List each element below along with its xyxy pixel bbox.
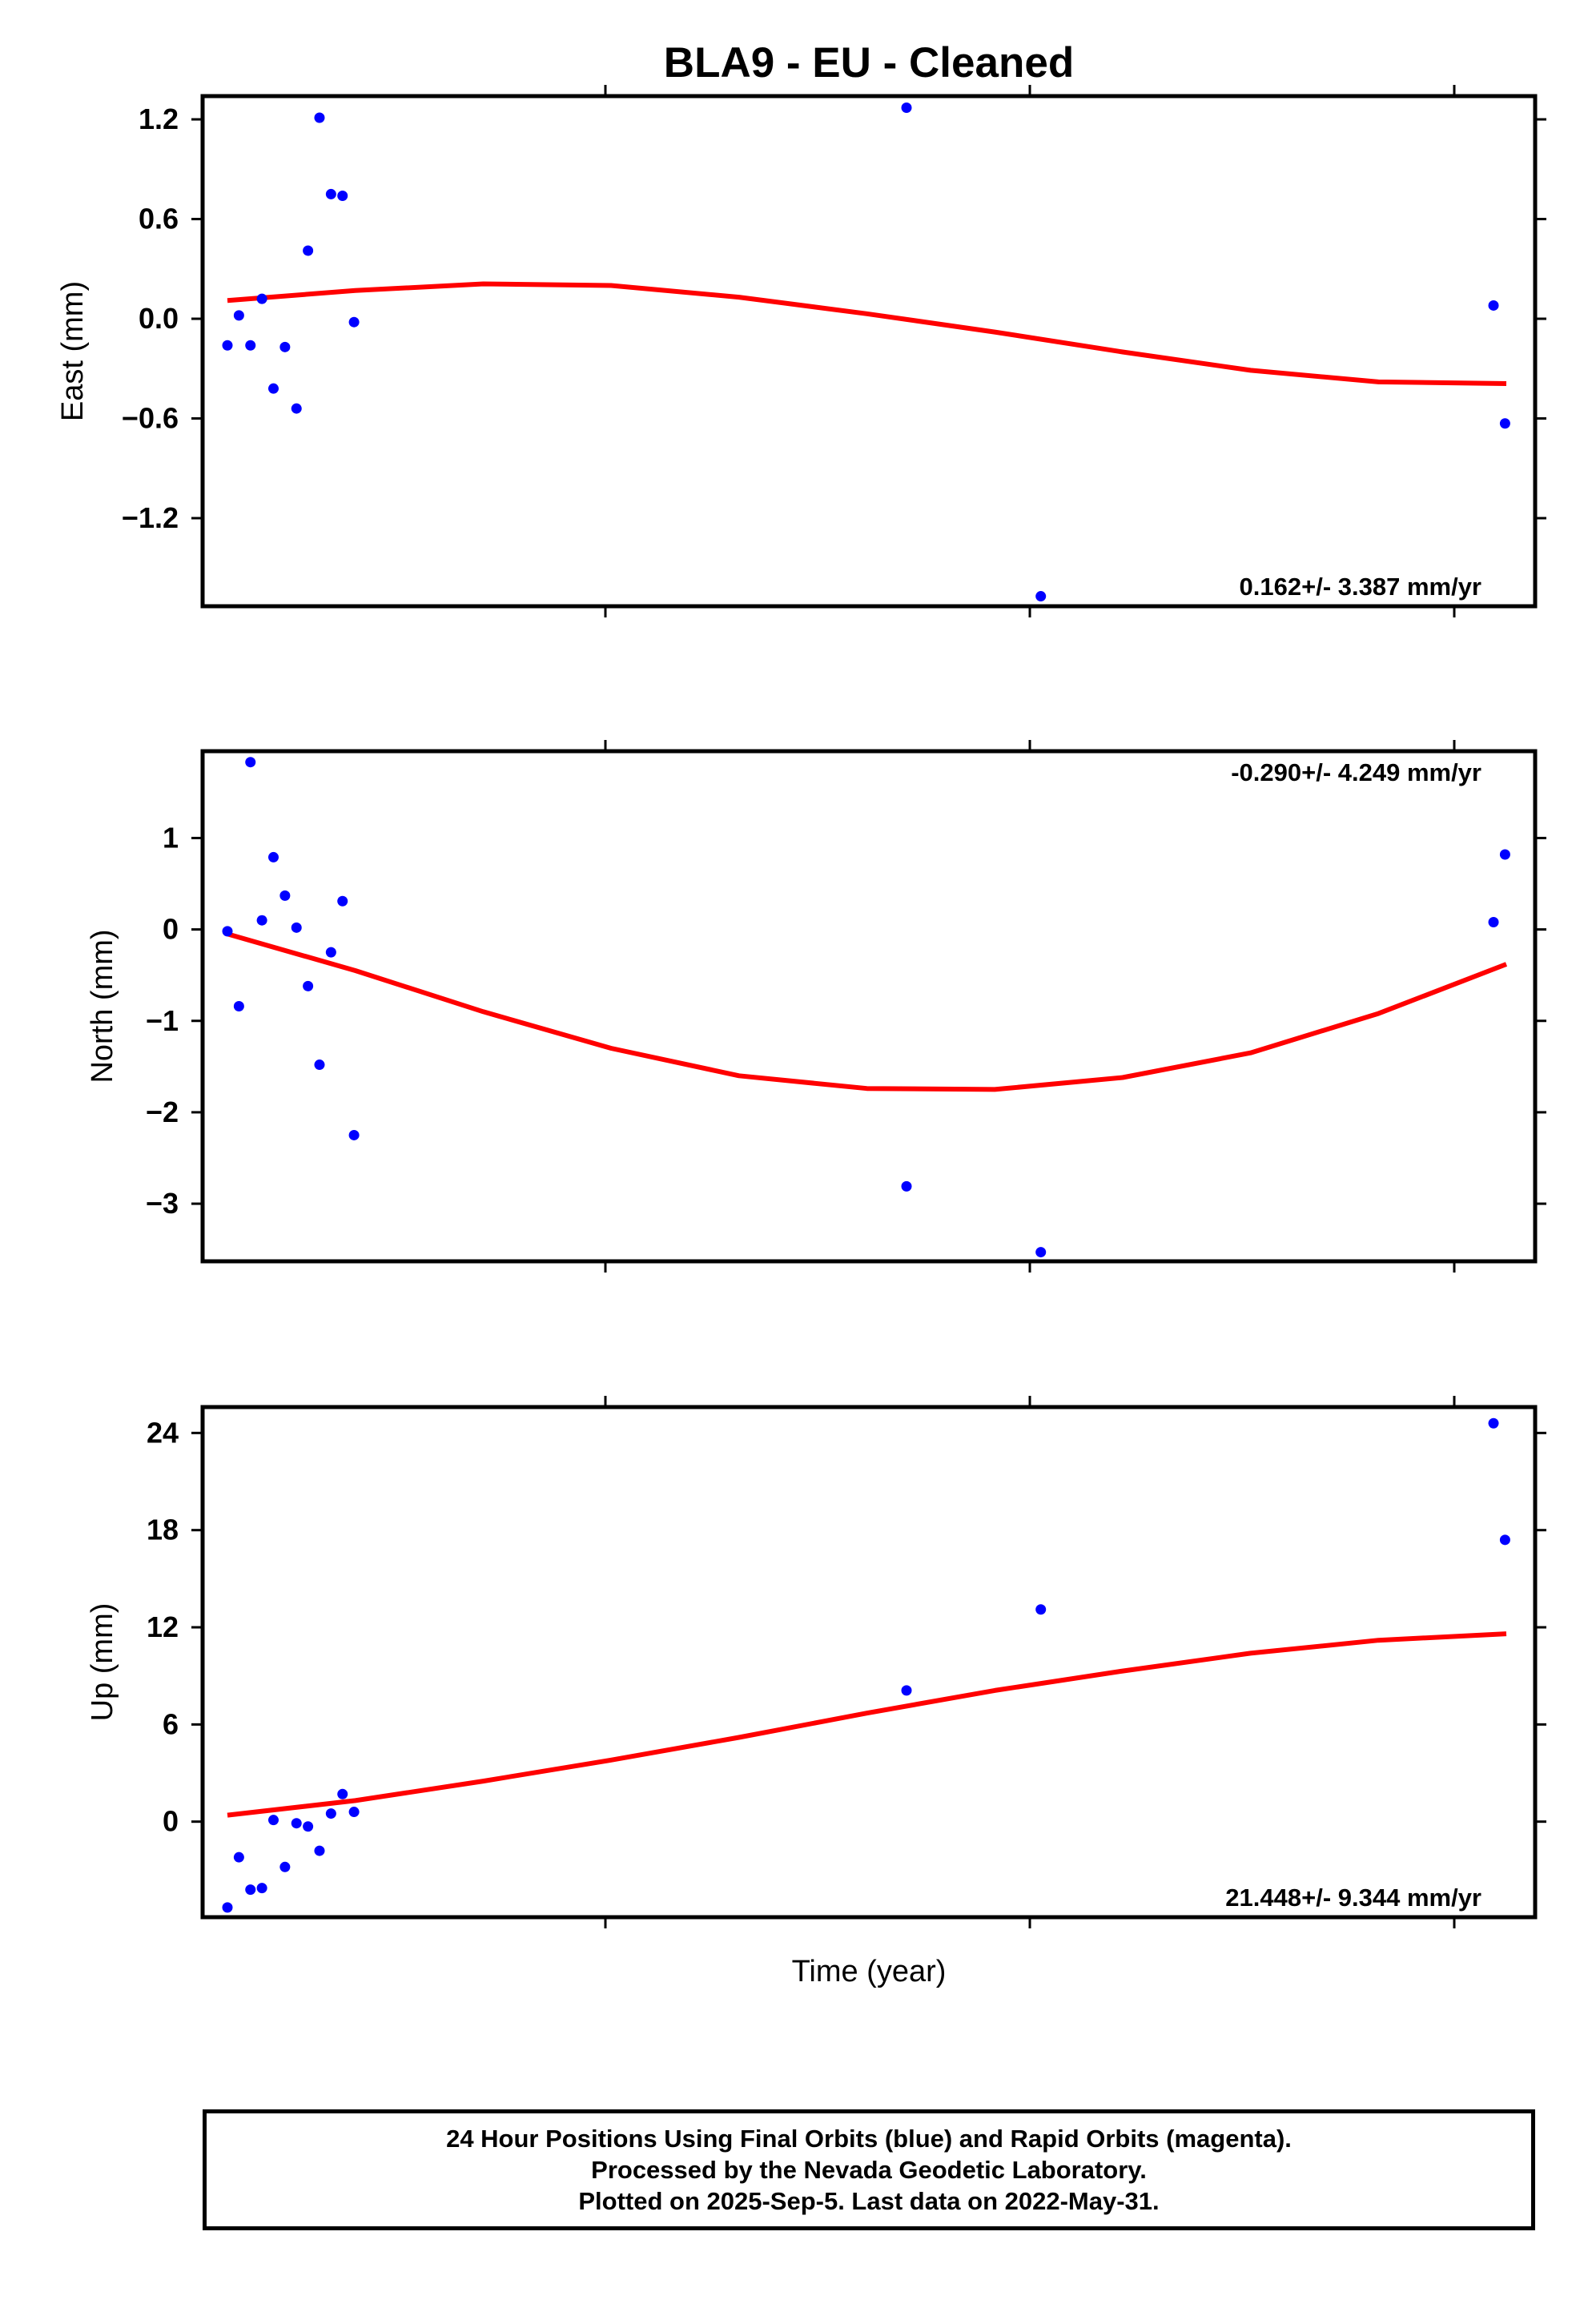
panel-up: 24 18 12 6 0 Up (mm) 21.448+/- 9.344 mm/yr <box>86 1396 1546 1928</box>
y-tick-label-east: 0.6 <box>139 203 179 235</box>
y-tick-label-up: 24 <box>147 1416 179 1449</box>
footer-line-processed: Processed by the Nevada Geodetic Laborat… <box>591 2156 1147 2184</box>
data-layer-north <box>222 757 1510 1258</box>
data-point-north <box>1499 849 1510 860</box>
data-point-north <box>279 890 291 901</box>
data-point-north <box>348 1129 360 1140</box>
y-axis-label-east: East (mm) <box>56 281 90 421</box>
data-point-up <box>901 1685 912 1696</box>
data-point-up <box>222 1902 233 1913</box>
data-point-north <box>325 947 336 958</box>
footer-line-plotted: Plotted on 2025-Sep-5. Last data on 2022… <box>578 2187 1160 2215</box>
data-point-up <box>256 1883 267 1894</box>
y-tick-label-up: 0 <box>163 1805 179 1838</box>
x-axis-label: Time (year) <box>792 1955 947 1988</box>
data-point-east <box>233 310 244 321</box>
data-point-north <box>337 895 348 907</box>
panel-east: 1.2 0.6 0.0 −0.6 −1.2 East (mm) 0.162+/- 3.387… <box>56 85 1546 617</box>
data-point-up <box>325 1808 336 1819</box>
fit-line-east <box>227 281 1507 386</box>
panel-north: 1 0 −1 −2 −3 North (mm) -0.290+/- 4.249 mm/yr <box>86 740 1546 1273</box>
data-point-up <box>245 1884 256 1896</box>
data-layer-east <box>222 103 1510 602</box>
rate-label-north: -0.290+/- 4.249 mm/yr <box>1231 758 1481 786</box>
data-point-east <box>325 188 336 199</box>
y-tick-label-east: 1.2 <box>139 103 179 135</box>
data-point-north <box>303 980 314 991</box>
y-tick-label-north: 0 <box>163 913 179 946</box>
data-point-east <box>348 316 360 328</box>
y-tick-label-east: −1.2 <box>122 501 179 534</box>
data-layer-up <box>222 1417 1510 1913</box>
data-point-up <box>291 1818 302 1829</box>
data-point-east <box>337 190 348 201</box>
data-point-east <box>222 340 233 351</box>
data-point-north <box>233 1001 244 1011</box>
data-point-up <box>337 1788 348 1799</box>
data-point-north <box>245 757 256 768</box>
panels: 1.2 0.6 0.0 −0.6 −1.2 East (mm) 0.162+/- 3.387… <box>56 85 1546 1928</box>
data-point-east <box>1035 591 1047 602</box>
data-point-north <box>291 922 302 933</box>
data-point-north <box>256 915 267 926</box>
y-tick-label-up: 12 <box>147 1610 179 1643</box>
data-point-east <box>303 245 314 256</box>
data-point-north <box>267 851 279 862</box>
data-point-up <box>1499 1534 1510 1546</box>
data-point-east <box>314 112 325 123</box>
plot-frame-up <box>200 1405 1538 1920</box>
data-point-east <box>279 341 291 352</box>
data-point-up <box>303 1821 314 1832</box>
data-point-north <box>222 926 233 937</box>
data-point-east <box>267 383 279 394</box>
y-tick-label-north: 1 <box>163 821 179 854</box>
data-point-east <box>1488 300 1499 311</box>
data-point-east <box>1499 418 1510 429</box>
data-point-up <box>279 1861 291 1872</box>
y-tick-label-north: −3 <box>146 1187 179 1220</box>
data-point-east <box>256 293 267 304</box>
y-axis-label-north: North (mm) <box>86 929 119 1083</box>
data-point-up <box>314 1845 325 1856</box>
data-point-up <box>348 1807 360 1818</box>
data-point-north <box>314 1059 325 1071</box>
plot-frame-north <box>200 749 1538 1264</box>
data-point-north <box>1488 916 1499 927</box>
chart-title: BLA9 - EU - Cleaned <box>664 39 1074 86</box>
y-tick-label-east: −0.6 <box>122 402 179 435</box>
data-point-north <box>901 1180 912 1192</box>
y-axis-label-up: Up (mm) <box>86 1603 119 1722</box>
fit-line-up <box>227 1631 1507 1818</box>
footer-info-box: 24 Hour Positions Using Final Orbits (bl… <box>203 2109 1535 2230</box>
y-tick-label-up: 6 <box>163 1707 179 1740</box>
data-point-east <box>901 103 912 114</box>
data-point-up <box>267 1815 279 1826</box>
rate-label-up: 21.448+/- 9.344 mm/yr <box>1225 1884 1481 1912</box>
data-point-east <box>245 340 256 351</box>
rate-label-east: 0.162+/- 3.387 mm/yr <box>1240 573 1481 601</box>
data-point-up <box>233 1852 244 1863</box>
y-tick-label-north: −2 <box>146 1096 179 1128</box>
data-point-east <box>291 403 302 414</box>
y-tick-label-up: 18 <box>147 1514 179 1546</box>
fit-line-north <box>227 931 1508 1092</box>
footer-line-orbits: 24 Hour Positions Using Final Orbits (bl… <box>446 2125 1292 2153</box>
data-point-north <box>1035 1247 1047 1258</box>
data-point-up <box>1488 1417 1499 1429</box>
y-tick-label-east: 0.0 <box>139 302 179 335</box>
y-tick-label-north: −1 <box>146 1004 179 1037</box>
data-point-up <box>1035 1604 1047 1615</box>
plot-frame-east <box>200 94 1538 609</box>
